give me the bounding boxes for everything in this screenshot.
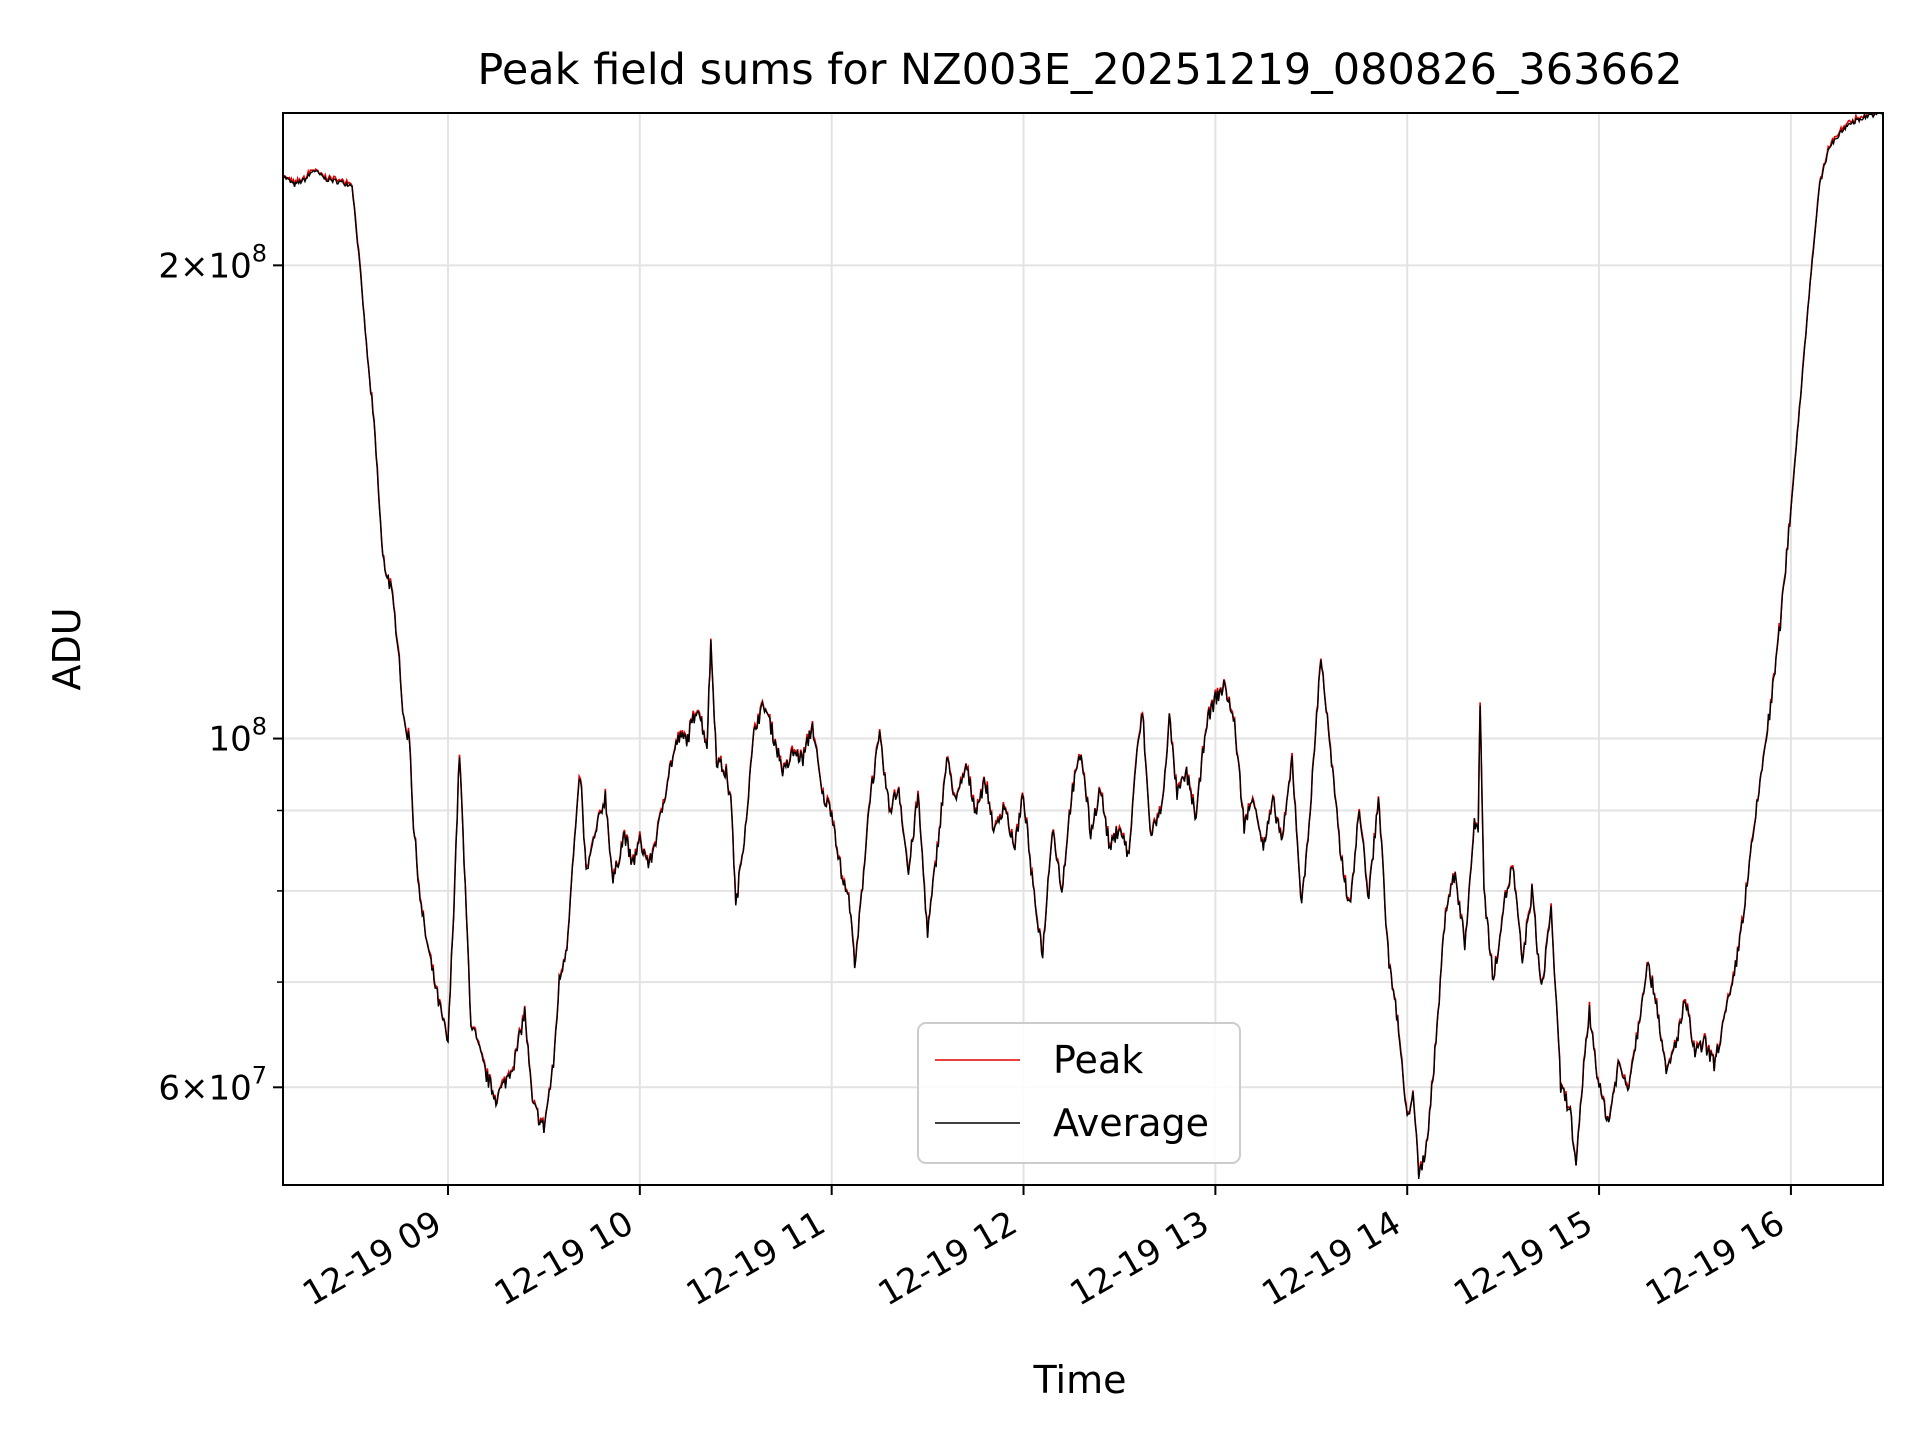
x-axis-label: Time — [1033, 1358, 1127, 1402]
legend-average-label: Average — [1053, 1101, 1209, 1145]
y-tick-label: 2×108 — [158, 239, 267, 286]
y-tick-exponent: 8 — [252, 713, 267, 741]
series-average-line — [283, 113, 1883, 1180]
y-tick-mantissa: 2 — [158, 246, 180, 286]
y-tick-label: 6×107 — [158, 1061, 267, 1108]
y-tick-label: 108 — [208, 713, 267, 760]
y-tick-base: 10 — [208, 246, 251, 286]
y-tick-exponent: 7 — [252, 1061, 267, 1089]
y-tick-times: × — [180, 1068, 209, 1108]
y-axis-label: ADU — [45, 607, 89, 690]
plot-frame — [282, 112, 1884, 1186]
y-tick-mantissa: 6 — [158, 1068, 180, 1108]
y-tick-base: 10 — [208, 720, 251, 760]
legend: Peak Average — [917, 1022, 1241, 1164]
y-tick-times: × — [180, 246, 209, 286]
legend-peak-label: Peak — [1053, 1038, 1143, 1082]
chart-title: Peak field sums for NZ003E_20251219_0808… — [477, 45, 1682, 95]
y-tick-base: 10 — [208, 1068, 251, 1108]
y-tick-exponent: 8 — [252, 239, 267, 267]
legend-box — [917, 1022, 1241, 1164]
series-layer — [283, 113, 1883, 1180]
